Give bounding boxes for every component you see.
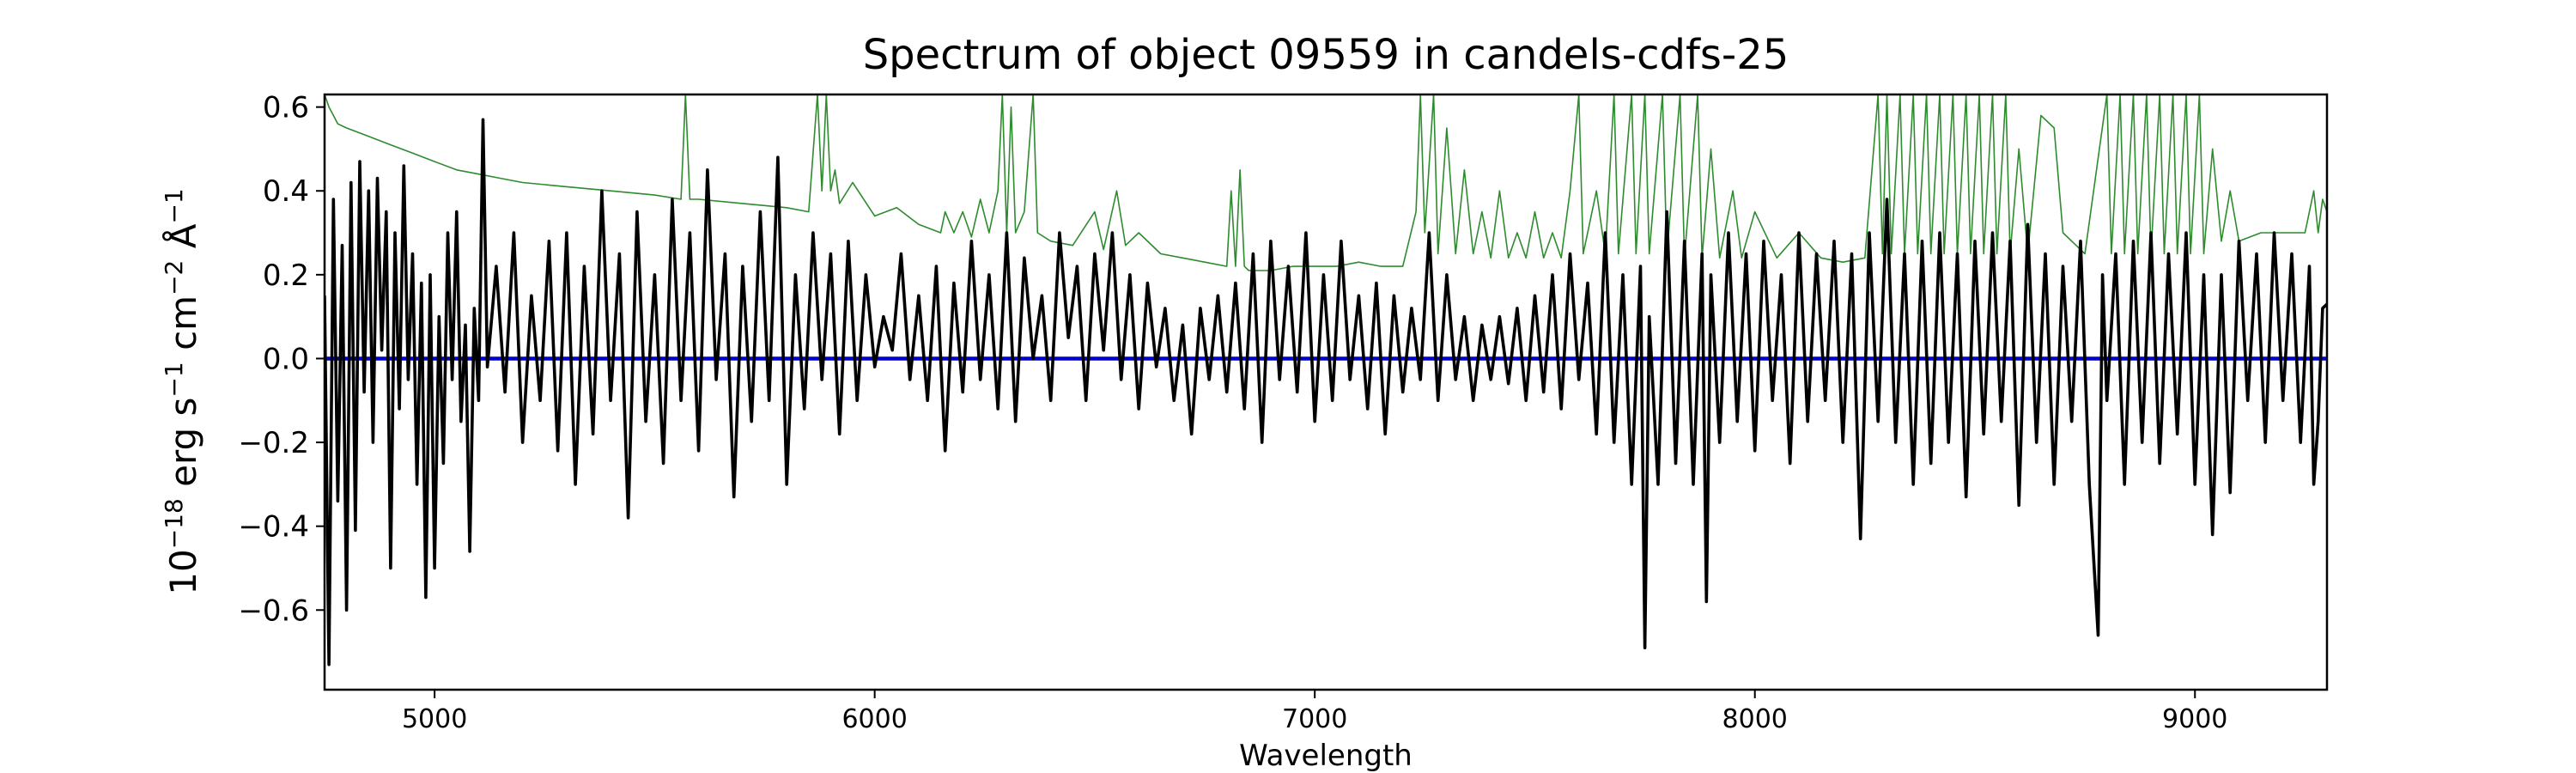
flux-series-line — [325, 118, 2327, 666]
x-tick-label: 5000 — [402, 704, 467, 734]
x-tick-label: 6000 — [841, 704, 907, 734]
y-label-exp2: −1 — [160, 362, 188, 397]
y-label-exp1: −18 — [160, 498, 188, 549]
y-tick-label: −0.2 — [238, 426, 309, 460]
chart-title: Spectrum of object 09559 in candels-cdfs… — [863, 31, 1789, 79]
y-label-exp3: −2 — [160, 260, 188, 295]
y-label-exp4: −1 — [160, 188, 188, 223]
y-axis: −0.6 −0.4 −0.2 0.0 0.2 0.4 0.6 — [238, 91, 325, 628]
x-tick-label: 8000 — [1722, 704, 1788, 734]
series-layer — [325, 94, 2327, 666]
y-label-base: 10 — [162, 549, 204, 594]
y-tick-label: 0.4 — [263, 174, 309, 209]
x-axis-label: Wavelength — [1239, 739, 1413, 773]
y-tick-label: 0.6 — [263, 91, 309, 125]
y-tick-label: −0.4 — [238, 510, 309, 545]
x-tick-label: 9000 — [2162, 704, 2227, 734]
y-axis-label: 10−18 erg s−1 cm−2 Å−1 — [160, 188, 204, 594]
y-label-ang: Å — [161, 223, 204, 259]
y-tick-label: 0.0 — [263, 342, 309, 376]
x-axis: 5000 6000 7000 8000 9000 — [402, 690, 2227, 734]
y-tick-label: 0.2 — [263, 259, 309, 293]
y-label-cm: cm — [162, 295, 204, 362]
x-tick-label: 7000 — [1282, 704, 1347, 734]
error-series-line — [325, 94, 2327, 271]
y-tick-label: −0.6 — [238, 593, 309, 628]
plot-frame — [323, 93, 2329, 691]
y-label-erg: erg s — [162, 398, 204, 499]
